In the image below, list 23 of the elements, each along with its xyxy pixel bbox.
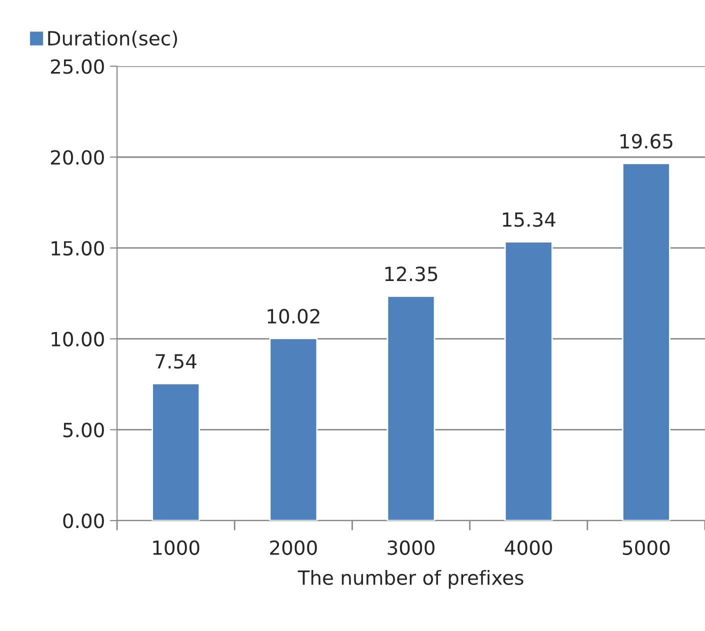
data-label: 10.02	[268, 308, 320, 324]
data-label: 15.34	[502, 212, 556, 227]
bar	[622, 162, 670, 521]
legend-label: Duration(sec)	[48, 30, 178, 48]
y-tick-label: 25.00	[50, 59, 104, 74]
y-tick-label: 10.00	[52, 332, 104, 347]
data-label: 12.35	[385, 266, 438, 282]
x-axis-title: The number of prefixes	[298, 570, 524, 589]
bar	[152, 382, 200, 521]
x-tick-label: 4000	[504, 540, 552, 556]
x-tick-label: 3000	[388, 540, 434, 556]
x-tick-label: 2000	[270, 540, 317, 556]
x-tick-label: 1000	[153, 540, 200, 556]
bar	[386, 295, 436, 521]
bar	[504, 241, 553, 521]
data-label: 7.54	[156, 354, 196, 369]
y-tick-label: 0.00	[63, 514, 104, 528]
bar	[269, 338, 318, 521]
x-tick-label: 5000	[622, 540, 670, 556]
y-tick-label: 5.00	[63, 422, 104, 438]
y-tick-label: 20.00	[50, 150, 104, 165]
data-label: 19.65	[620, 134, 672, 149]
y-tick-label: 15.00	[52, 240, 104, 256]
